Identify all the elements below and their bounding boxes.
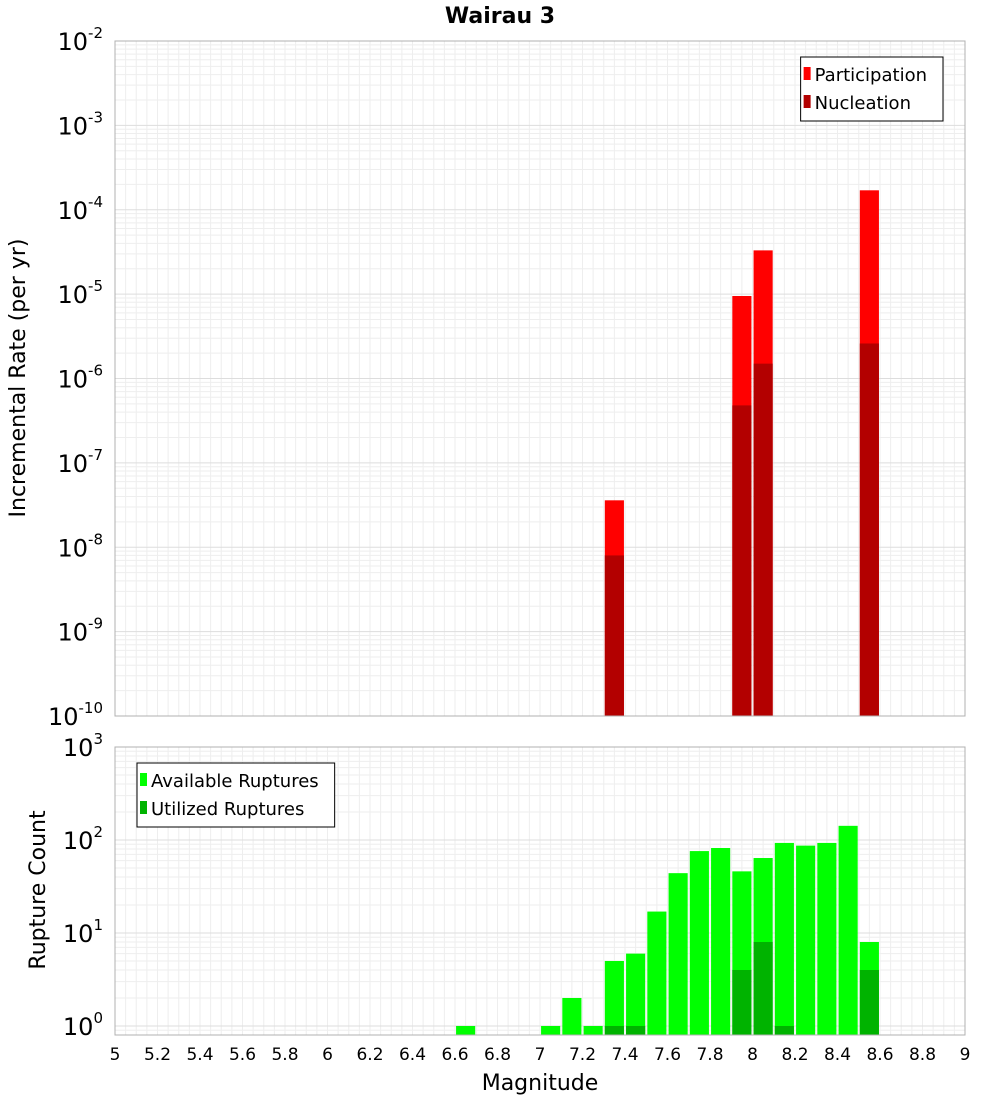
- bottom-bar-a-5: [604, 960, 624, 1035]
- top-plot-frame: [114, 40, 966, 717]
- top-grid: [114, 40, 966, 717]
- top-legend-label-1: Participation: [815, 65, 927, 86]
- chart-title: Wairau 3: [445, 4, 555, 29]
- top-legend: Participation Nucleation: [800, 56, 944, 122]
- x-tick-label-15: 7.8: [696, 1045, 723, 1065]
- bottom-legend-swatch-1: [140, 773, 147, 786]
- x-tick-label-2: 5.2: [144, 1045, 171, 1065]
- top-legend-swatch-1: [803, 67, 811, 80]
- bottom-bar-b-3: [732, 969, 752, 1035]
- x-tick-label-13: 7.4: [611, 1045, 638, 1065]
- x-tick-label-19: 8.6: [866, 1045, 893, 1065]
- x-tick-label-10: 6.8: [484, 1045, 511, 1065]
- bottom-series-2: [604, 942, 879, 1035]
- bottom-bar-a-16: [838, 825, 858, 1035]
- x-tick-label-5: 5.8: [271, 1045, 298, 1065]
- bottom-y-tick-label-2: 101: [63, 916, 103, 948]
- bottom-bar-a-4: [583, 1025, 603, 1035]
- bottom-y-tick-label-1: 100: [63, 1009, 103, 1041]
- bottom-bar-a-6: [626, 953, 646, 1035]
- bottom-bar-b-1: [604, 1025, 624, 1035]
- bottom-bar-b-4: [753, 942, 773, 1035]
- top-bar-b-1: [604, 555, 624, 716]
- top-legend-label-2: Nucleation: [815, 93, 911, 114]
- bottom-legend-box: [136, 762, 336, 828]
- top-y-tick-label-8: 10-3: [57, 108, 103, 140]
- bottom-bar-b-5: [774, 1025, 794, 1035]
- top-y-axis-label: Incremental Rate (per yr): [6, 239, 31, 518]
- top-bar-b-4: [859, 343, 879, 716]
- bottom-bar-a-14: [796, 845, 816, 1035]
- top-y-tick-label-1: 10-10: [48, 699, 103, 731]
- bottom-legend-label-1: Available Ruptures: [151, 771, 319, 792]
- top-bar-b-2: [732, 405, 752, 716]
- bottom-y-tick-label-4: 103: [63, 730, 103, 762]
- x-tick-label-21: 9: [960, 1045, 971, 1065]
- top-bar-b-3: [753, 363, 773, 716]
- top-y-tick-label-9: 10-2: [57, 24, 103, 56]
- x-tick-label-12: 7.2: [569, 1045, 596, 1065]
- bottom-bar-a-15: [817, 842, 837, 1035]
- bottom-bar-a-2: [541, 1025, 561, 1035]
- bottom-legend-label-2: Utilized Ruptures: [151, 799, 304, 820]
- bottom-bar-a-8: [668, 873, 688, 1035]
- x-tick-label-3: 5.4: [186, 1045, 213, 1065]
- top-series-2: [604, 343, 879, 716]
- x-tick-label-20: 8.8: [909, 1045, 936, 1065]
- top-panel: 10-10 10-9 10-8 10-7 10-6 10-5 10-4 10-3 10-2 Par…: [48, 24, 966, 731]
- x-tick-label-16: 8: [747, 1045, 758, 1065]
- bottom-y-axis-label: Rupture Count: [26, 810, 51, 970]
- bottom-plot-frame: [114, 746, 966, 1036]
- top-y-tick-label-3: 10-8: [57, 530, 103, 562]
- x-tick-label-14: 7.6: [654, 1045, 681, 1065]
- x-axis-label: Magnitude: [482, 1071, 599, 1096]
- bottom-bar-a-9: [689, 851, 709, 1035]
- x-tick-label-6: 6: [322, 1045, 333, 1065]
- x-tick-label-9: 6.6: [441, 1045, 468, 1065]
- bottom-y-tick-label-3: 102: [63, 823, 103, 855]
- x-tick-label-4: 5.6: [229, 1045, 256, 1065]
- bottom-bar-b-2: [626, 1025, 646, 1035]
- x-tick-label-1: 5: [110, 1045, 121, 1065]
- bottom-legend: Available Ruptures Utilized Ruptures: [136, 762, 336, 828]
- x-tick-label-8: 6.4: [399, 1045, 426, 1065]
- top-y-tick-label-5: 10-6: [57, 362, 103, 394]
- x-tick-labels: 5 5.2 5.4 5.6 5.8 6 6.2 6.4 6.6 6.8 7 7.2 7.4 7.6 7.8 8…: [110, 1045, 971, 1065]
- bottom-bar-b-6: [859, 969, 879, 1035]
- bottom-bar-a-13: [774, 842, 794, 1035]
- top-y-tick-label-2: 10-9: [57, 615, 103, 647]
- top-y-tick-label-7: 10-4: [57, 193, 103, 225]
- top-legend-box: [800, 56, 944, 122]
- x-tick-label-17: 8.2: [781, 1045, 808, 1065]
- x-tick-label-7: 6.2: [356, 1045, 383, 1065]
- bottom-bar-a-1: [456, 1025, 476, 1035]
- top-legend-swatch-2: [803, 95, 811, 108]
- x-tick-label-11: 7: [535, 1045, 546, 1065]
- bottom-bar-a-10: [711, 848, 731, 1035]
- top-y-tick-label-6: 10-5: [57, 277, 103, 309]
- top-y-tick-label-4: 10-7: [57, 446, 103, 478]
- bottom-bar-a-7: [647, 911, 667, 1035]
- bottom-panel: 100 101 102 103 Available Ruptures Utilized R…: [63, 730, 966, 1041]
- bottom-legend-swatch-2: [140, 801, 147, 814]
- x-tick-label-18: 8.4: [824, 1045, 851, 1065]
- bottom-bar-a-3: [562, 997, 582, 1035]
